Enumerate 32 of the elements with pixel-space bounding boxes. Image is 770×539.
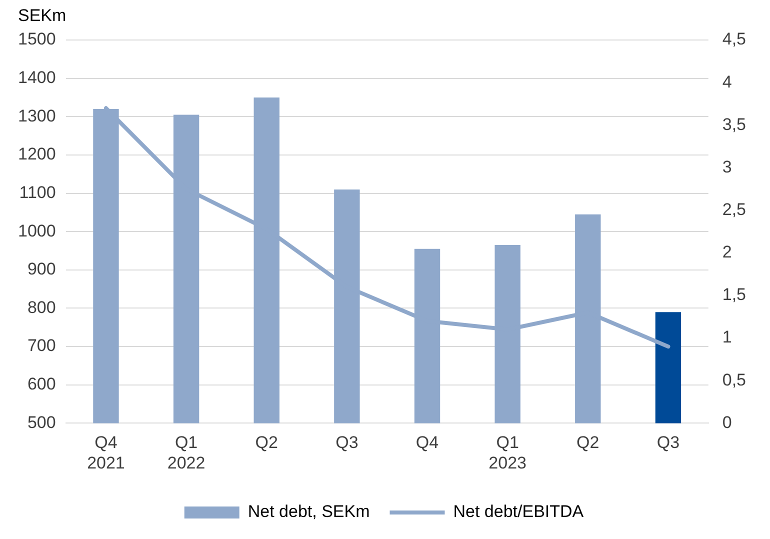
y-tick-label: 600 <box>27 374 56 394</box>
x-tick-label: Q4 2021 <box>87 433 125 472</box>
y2-tick-label: 3,5 <box>722 114 746 134</box>
y2-tick-label: 2 <box>722 242 732 262</box>
y2-tick-label: 4 <box>722 72 732 92</box>
y2-tick-label: 4,5 <box>722 30 746 49</box>
y-tick-label: 1200 <box>18 144 56 164</box>
x-tick-label: Q3 <box>336 433 358 452</box>
x-tick-label: Q3 <box>656 433 680 452</box>
y2-tick-label: 1 <box>722 328 732 347</box>
y-tick-label: 500 <box>27 412 56 432</box>
y2-tick-label: 3 <box>722 157 732 176</box>
y-tick-label: 900 <box>27 260 56 279</box>
y2-tick-label: 0,5 <box>722 370 746 390</box>
y2-tick-label: 1,5 <box>722 285 746 304</box>
x-tick-label: Q1 2023 <box>488 433 526 472</box>
x-tick-label: Q4 <box>416 433 439 452</box>
y-tick-label: 1400 <box>18 68 56 88</box>
y-tick-label: 1300 <box>18 106 56 126</box>
x-tick-label: Q2 <box>576 433 600 452</box>
y-tick-label: 1100 <box>19 182 56 202</box>
legend-label: Net debt/EBITDA <box>453 502 584 522</box>
y-axis-title: SEKm <box>18 6 66 26</box>
y-tick-label: 700 <box>27 336 56 356</box>
y-tick-label: 800 <box>27 298 56 317</box>
x-tick-label: Q1 2022 <box>167 433 206 472</box>
y-tick-label: 1000 <box>18 221 56 240</box>
y-tick-label: 1500 <box>18 30 56 49</box>
y2-tick-label: 2,5 <box>722 200 746 219</box>
legend-label: Net debt, SEKm <box>248 502 370 522</box>
x-tick-label: Q2 <box>255 433 278 452</box>
y2-tick-label: 0 <box>722 412 732 432</box>
